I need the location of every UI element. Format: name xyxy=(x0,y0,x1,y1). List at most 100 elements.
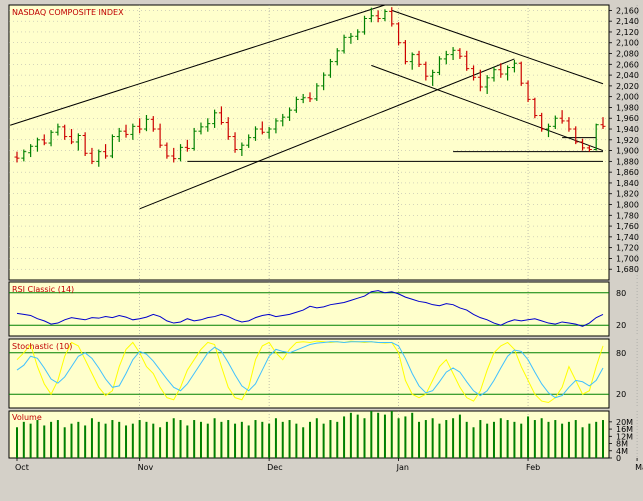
price-tick-label: 2,140 xyxy=(616,17,639,26)
ohlc-bar xyxy=(62,124,68,140)
ohlc-bar xyxy=(259,121,265,135)
ohlc-bar xyxy=(314,83,320,101)
trend-line xyxy=(139,58,515,210)
ohlc-bar xyxy=(573,126,579,145)
ohlc-bar xyxy=(157,123,163,148)
ohlc-bar xyxy=(218,106,224,125)
ohlc-bar xyxy=(75,133,81,151)
ohlc-bar xyxy=(198,122,204,135)
ohlc-bar xyxy=(382,9,388,22)
x-tick-label: Feb xyxy=(526,463,540,472)
price-tick-label: 1,700 xyxy=(616,254,639,263)
ohlc-bar xyxy=(103,144,109,159)
ohlc-bar xyxy=(96,149,102,167)
rsi-panel xyxy=(8,281,610,337)
ohlc-bar xyxy=(334,48,340,66)
volume-tick-label: 0 xyxy=(616,454,621,463)
ohlc-bar xyxy=(239,142,245,156)
price-tick-label: 1,980 xyxy=(616,103,639,112)
ohlc-bar xyxy=(307,92,313,103)
price-tick-label: 1,880 xyxy=(616,157,639,166)
ohlc-bar xyxy=(396,22,402,46)
price-tick-label: 1,840 xyxy=(616,179,639,188)
ohlc-bar xyxy=(375,10,381,23)
price-tick-label: 2,100 xyxy=(616,39,639,48)
ohlc-bar xyxy=(300,93,306,104)
stochastic-line-1 xyxy=(16,340,604,404)
price-panel-title: NASDAQ COMPOSITE INDEX xyxy=(12,8,124,17)
ohlc-bar xyxy=(246,134,252,148)
ohlc-bar xyxy=(559,110,565,124)
ohlc-bar xyxy=(143,115,149,132)
price-tick-label: 1,820 xyxy=(616,190,639,199)
ohlc-bar xyxy=(137,118,143,134)
ohlc-bar xyxy=(232,132,238,153)
ohlc-bar xyxy=(191,127,197,151)
ohlc-bar xyxy=(457,48,463,59)
ohlc-bar xyxy=(69,129,75,145)
price-tick-label: 2,000 xyxy=(616,93,639,102)
trend-line xyxy=(391,9,604,85)
ohlc-bar xyxy=(423,61,429,81)
ohlc-bar xyxy=(464,50,470,71)
ohlc-bar xyxy=(471,65,477,81)
price-tick-label: 2,060 xyxy=(616,60,639,69)
x-tick-label: Dec xyxy=(267,463,282,472)
x-tick-label: Mar xyxy=(635,463,643,472)
ohlc-bar xyxy=(252,126,258,141)
ohlc-bar xyxy=(566,117,572,132)
ohlc-bar xyxy=(389,7,395,27)
rsi-tick-label: 80 xyxy=(616,289,626,298)
ohlc-bar xyxy=(430,69,436,86)
ohlc-bar xyxy=(34,137,40,152)
ohlc-bar xyxy=(362,15,368,35)
ohlc-bar xyxy=(491,67,497,82)
ohlc-bar xyxy=(212,109,218,128)
ohlc-bar xyxy=(505,65,511,81)
volume-tick-label: 16M xyxy=(616,425,633,434)
price-tick-label: 1,960 xyxy=(616,114,639,123)
price-tick-label: 1,680 xyxy=(616,265,639,274)
ohlc-bar xyxy=(321,72,327,91)
x-tick-label: Jan xyxy=(396,463,409,472)
ohlc-bar xyxy=(402,40,408,65)
price-tick-label: 1,900 xyxy=(616,147,639,156)
stochastic-tick-label: 80 xyxy=(616,349,626,358)
ohlc-bar xyxy=(171,147,177,163)
volume-tick-label: 20M xyxy=(616,418,633,427)
ohlc-bar xyxy=(28,144,34,158)
ohlc-bar xyxy=(450,47,456,60)
ohlc-bar xyxy=(600,117,606,130)
ohlc-bar xyxy=(545,123,551,138)
ohlc-bar xyxy=(511,60,517,73)
rsi-line xyxy=(16,290,604,327)
ohlc-bar xyxy=(293,96,299,113)
price-tick-label: 1,780 xyxy=(616,211,639,220)
stochastic-line-2 xyxy=(16,341,604,399)
ohlc-bar xyxy=(518,61,524,86)
volume-tick-label: 4M xyxy=(616,447,628,456)
ohlc-bar xyxy=(82,132,88,156)
ohlc-bar xyxy=(539,112,545,132)
price-tick-label: 2,160 xyxy=(616,6,639,15)
ohlc-bar xyxy=(55,123,61,136)
ohlc-bar xyxy=(498,63,504,78)
ohlc-bar xyxy=(409,52,415,70)
stochastic-panel xyxy=(8,338,610,409)
ohlc-bar xyxy=(41,134,47,146)
price-tick-label: 1,800 xyxy=(616,201,639,210)
price-tick-label: 1,720 xyxy=(616,244,639,253)
price-tick-label: 1,740 xyxy=(616,233,639,242)
ohlc-bar xyxy=(280,113,286,127)
ohlc-bar xyxy=(477,69,483,92)
ohlc-bar xyxy=(225,117,231,140)
ohlc-bar xyxy=(341,34,347,54)
price-tick-label: 2,040 xyxy=(616,71,639,80)
ohlc-bar xyxy=(287,107,293,121)
ohlc-bar xyxy=(89,147,95,165)
stochastic-tick-label: 20 xyxy=(616,390,626,399)
ohlc-bar xyxy=(580,138,586,151)
price-tick-label: 1,760 xyxy=(616,222,639,231)
